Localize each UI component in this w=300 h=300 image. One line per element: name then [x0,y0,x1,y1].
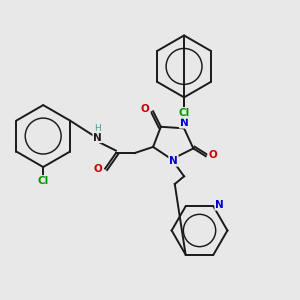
Text: H: H [94,124,101,133]
Text: O: O [208,150,217,160]
Text: Cl: Cl [38,176,49,186]
Text: N: N [180,118,188,128]
Text: N: N [93,133,102,142]
Text: N: N [215,200,224,210]
Text: O: O [141,104,150,114]
Text: Cl: Cl [178,108,190,118]
Text: O: O [94,164,103,174]
Text: N: N [169,156,178,166]
